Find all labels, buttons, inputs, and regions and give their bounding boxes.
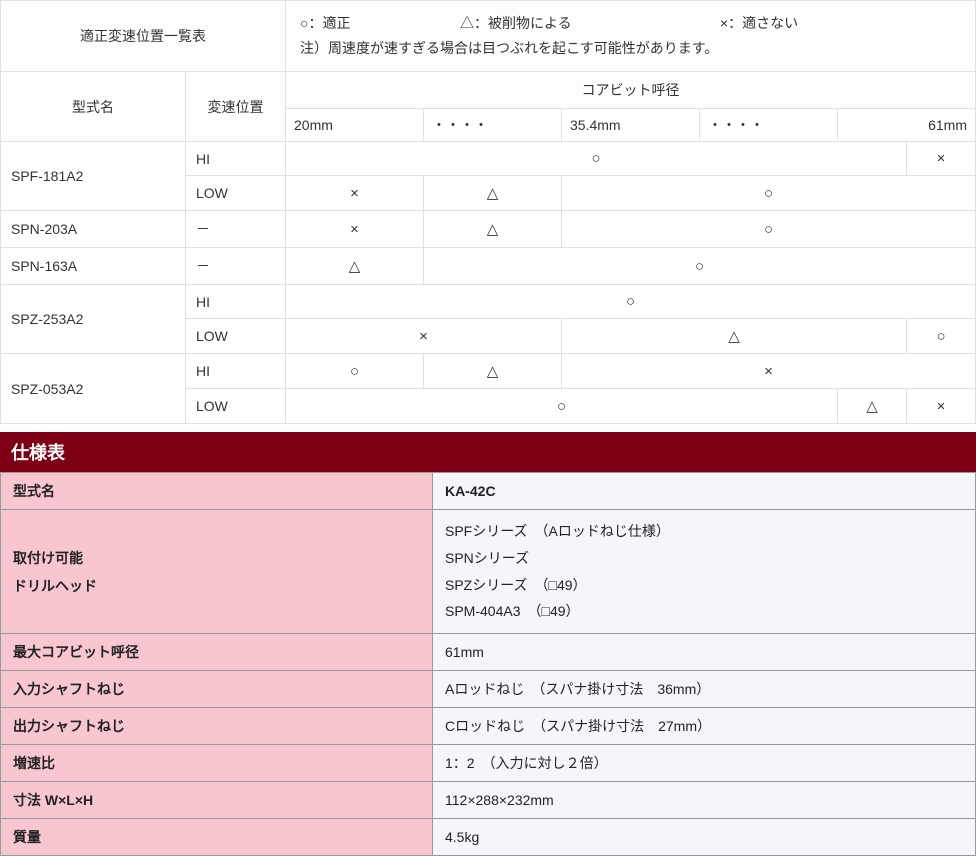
hdr-speed: 変速位置	[186, 72, 286, 142]
spec-head-v3: SPZシリーズ （□49）	[445, 572, 963, 599]
sym: △	[838, 389, 907, 424]
sym: ×	[286, 211, 424, 248]
sym: △	[562, 319, 907, 354]
size-61: 61mm	[838, 109, 976, 142]
sym: ×	[286, 319, 562, 354]
legend-ng: ×：適さない	[720, 11, 798, 36]
spec-outshaft-label: 出力シャフトねじ	[1, 707, 433, 744]
table1-legend: ○：適正 △：被削物による ×：適さない 注）周速度が速すぎる場合は目つぶれを起…	[286, 1, 976, 72]
spec-head-v2: SPNシリーズ	[445, 545, 963, 572]
spec-mass-value: 4.5kg	[433, 818, 976, 855]
speed: LOW	[186, 319, 286, 354]
spec-head-value: SPFシリーズ （Aロッドねじ仕様） SPNシリーズ SPZシリーズ （□49）…	[433, 510, 976, 633]
spec-ratio-value: 1：2 （入力に対し２倍）	[433, 744, 976, 781]
spec-title: 仕様表	[0, 432, 976, 472]
sym: ○	[286, 354, 424, 389]
model-spf181a2: SPF-181A2	[1, 142, 186, 211]
sym: ○	[562, 176, 976, 211]
spec-model-value: KA-42C	[433, 473, 976, 510]
sym: △	[424, 211, 562, 248]
sym: ×	[286, 176, 424, 211]
hdr-bit: コアビット呼径	[286, 72, 976, 109]
model-spn203a: SPN-203A	[1, 211, 186, 248]
speed: －	[186, 248, 286, 285]
sym: ○	[286, 142, 907, 176]
spec-maxbit-label: 最大コアビット呼径	[1, 633, 433, 670]
legend-tri: △：被削物による	[460, 11, 720, 36]
speed: －	[186, 211, 286, 248]
sym: ○	[424, 248, 976, 285]
spec-inshaft-label: 入力シャフトねじ	[1, 670, 433, 707]
model-spz053a2: SPZ-053A2	[1, 354, 186, 424]
sym: △	[424, 354, 562, 389]
speed: HI	[186, 142, 286, 176]
spec-table: 型式名 KA-42C 取付け可能 ドリルヘッド SPFシリーズ （Aロッドねじ仕…	[0, 472, 976, 855]
spec-head-label-1: 取付け可能	[13, 544, 420, 572]
table1-title: 適正変速位置一覧表	[1, 1, 286, 72]
spec-head-v4: SPM-404A3 （□49）	[445, 598, 963, 625]
speed-position-table: 適正変速位置一覧表 ○：適正 △：被削物による ×：適さない 注）周速度が速すぎ…	[0, 0, 976, 424]
spec-ratio-label: 増速比	[1, 744, 433, 781]
spec-maxbit-value: 61mm	[433, 633, 976, 670]
legend-ok: ○：適正	[300, 11, 460, 36]
spec-model-label: 型式名	[1, 473, 433, 510]
size-dots1: ・・・・	[424, 109, 562, 142]
spec-head-label: 取付け可能 ドリルヘッド	[1, 510, 433, 633]
sym: ○	[286, 389, 838, 424]
spec-head-v1: SPFシリーズ （Aロッドねじ仕様）	[445, 518, 963, 545]
model-spz253a2: SPZ-253A2	[1, 285, 186, 354]
speed: HI	[186, 285, 286, 319]
size-dots2: ・・・・	[700, 109, 838, 142]
sym: ○	[907, 319, 976, 354]
size-20: 20mm	[286, 109, 424, 142]
model-spn163a: SPN-163A	[1, 248, 186, 285]
sym: ×	[907, 389, 976, 424]
spec-head-label-2: ドリルヘッド	[13, 572, 420, 600]
sym: △	[286, 248, 424, 285]
speed: HI	[186, 354, 286, 389]
hdr-model: 型式名	[1, 72, 186, 142]
speed: LOW	[186, 176, 286, 211]
sym: ○	[286, 285, 976, 319]
spec-inshaft-value: Aロッドねじ （スパナ掛け寸法 36mm）	[433, 670, 976, 707]
sym: △	[424, 176, 562, 211]
size-35: 35.4mm	[562, 109, 700, 142]
sym: ○	[562, 211, 976, 248]
speed: LOW	[186, 389, 286, 424]
sym: ×	[562, 354, 976, 389]
legend-note: 注）周速度が速すぎる場合は目つぶれを起こす可能性があります。	[300, 36, 961, 61]
spec-outshaft-value: Cロッドねじ （スパナ掛け寸法 27mm）	[433, 707, 976, 744]
spec-dim-value: 112×288×232mm	[433, 781, 976, 818]
spec-mass-label: 質量	[1, 818, 433, 855]
sym: ×	[907, 142, 976, 176]
spec-dim-label: 寸法 W×L×H	[1, 781, 433, 818]
